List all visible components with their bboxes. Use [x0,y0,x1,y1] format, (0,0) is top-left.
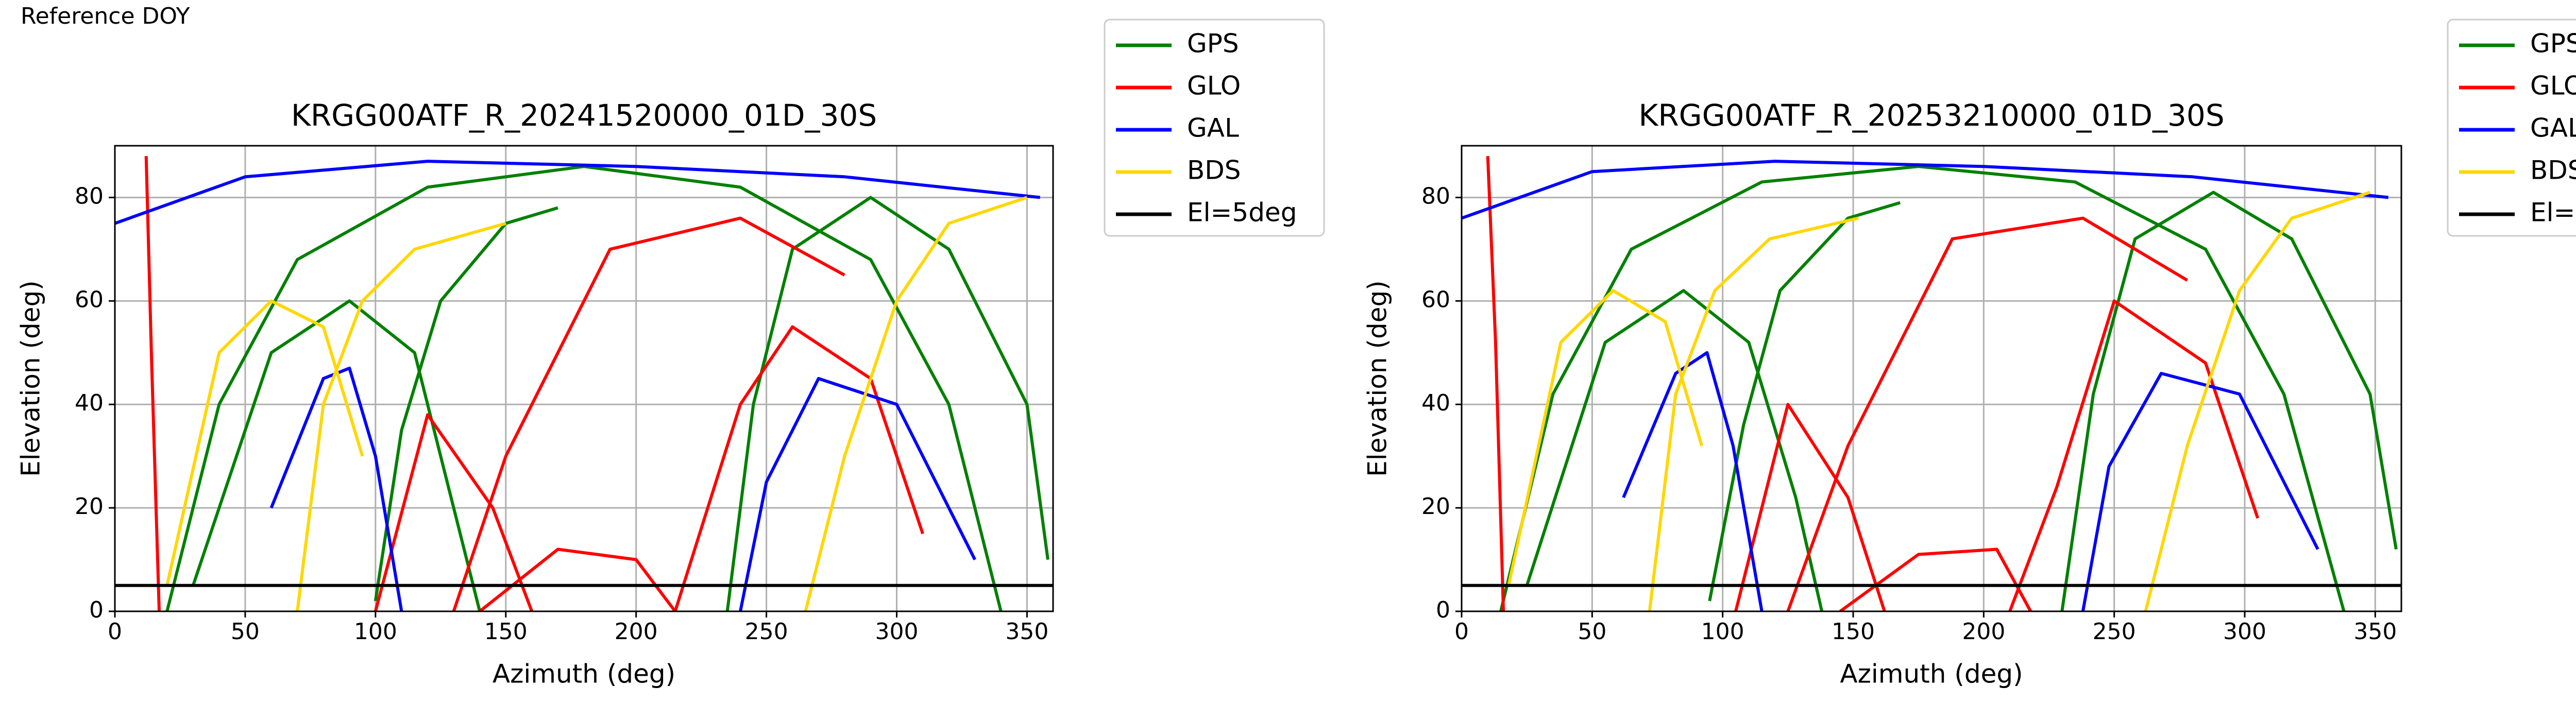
x-tick-label: 0 [1454,619,1469,645]
track-line [115,160,1041,611]
legend-label: BDS [2530,156,2576,185]
legend-box [2447,19,2576,237]
x-tick-label: 50 [231,619,260,645]
legend-label: El=5deg [2530,198,2576,228]
legend-label: GAL [1187,113,1239,143]
x-axis-label: Azimuth (deg) [1840,659,2023,689]
track-line [1507,191,2371,611]
plot-area: 0 50 100 150 200 250 300 350 0 20 40 60 80 KRGG00ATF_… [1363,19,2576,689]
y-axis-label: Elevation (deg) [1363,280,1393,476]
y-tick-label: 60 [75,286,104,313]
series-group [1462,156,2401,611]
x-tick-label: 200 [615,619,658,645]
legend-label: BDS [1187,156,1241,185]
track-line [144,156,924,611]
chart-title: KRGG00ATF_R_20241520000_01D_30S [291,98,877,133]
y-tick-label: 80 [75,183,104,209]
y-tick-label: 0 [1436,597,1450,623]
track-line [1486,156,2260,611]
series-group [115,156,1053,611]
x-axis-label: Azimuth (deg) [493,659,675,689]
y-tick-label: 20 [75,493,104,520]
y-tick-label: 0 [89,597,104,623]
axes-frame [1461,145,2402,612]
chart-title: KRGG00ATF_R_20253210000_01D_30S [1638,98,2224,133]
legend-label: GPS [1187,29,1239,59]
y-tick-label: 40 [75,390,104,416]
y-tick-label: 40 [1421,390,1450,416]
legend-label: GAL [2530,113,2576,143]
plot-area: 0 50 100 150 200 250 300 350 0 20 40 60 80 KRGG00ATF_… [16,19,1325,689]
x-tick-label: 150 [484,619,528,645]
x-tick-label: 200 [1962,619,2005,645]
track-line [1462,160,2389,611]
x-tick-label: 150 [1832,619,1875,645]
x-tick-label: 50 [1578,619,1606,645]
legend-label: GLO [1187,71,1241,101]
x-tick-label: 250 [745,619,788,645]
legend-label: GLO [2530,71,2576,101]
x-tick-label: 100 [1701,619,1744,645]
x-tick-label: 0 [108,619,122,645]
track-line [165,196,1028,611]
y-tick-label: 20 [1421,493,1450,520]
x-tick-label: 100 [354,619,397,645]
legend-label: GPS [2530,29,2576,59]
y-axis-label: Elevation (deg) [16,280,46,476]
legend-box [1104,19,1325,237]
x-tick-label: 300 [875,619,919,645]
y-tick-label: 60 [1421,286,1450,313]
x-tick-label: 300 [2223,619,2266,645]
y-tick-label: 80 [1421,183,1450,209]
axes-frame [114,145,1054,612]
x-tick-label: 350 [2353,619,2397,645]
reference-label: Reference DOY [21,3,190,29]
legend-label: El=5deg [1187,198,1297,228]
track-line [1499,165,2398,611]
x-tick-label: 350 [1005,619,1048,645]
x-tick-label: 250 [2093,619,2136,645]
